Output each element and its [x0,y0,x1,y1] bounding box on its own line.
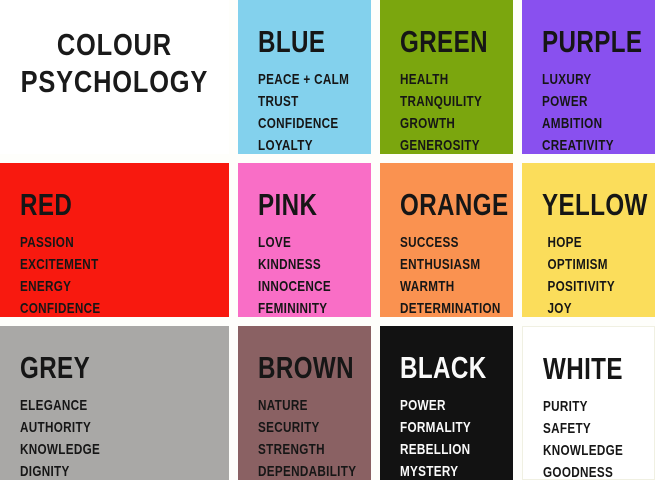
tile-black-traits: POWER FORMALITY REBELLION MYSTERY [400,395,505,480]
trait: LOVE [257,234,291,251]
page-title-line2: PSYCHOLOGY [20,64,209,99]
tile-yellow-title: YELLOW [541,187,648,222]
trait: GOODNESS [542,464,614,480]
trait: PURITY [542,398,588,415]
tile-white-traits: PURITY SAFETY KNOWLEDGE GOODNESS [542,396,646,480]
tile-red: RED PASSION EXCITEMENT ENERGY CONFIDENCE [0,163,229,317]
trait: PEACE + CALM [257,71,349,88]
trait: FORMALITY [399,419,471,436]
tile-red-traits: PASSION EXCITEMENT ENERGY CONFIDENCE [20,232,221,317]
title-card: COLOUR PSYCHOLOGY [0,0,229,154]
trait: KINDNESS [257,256,321,273]
page-title-line1: COLOUR [56,26,172,62]
trait: POSITIVITY [547,278,615,295]
tile-white: WHITE PURITY SAFETY KNOWLEDGE GOODNESS [521,326,655,480]
tile-green: GREEN HEALTH TRANQUILITY GROWTH GENEROSI… [379,0,513,154]
tile-brown-title: BROWN [257,350,354,385]
trait: INNOCENCE [257,278,331,295]
trait: SAFETY [542,420,591,437]
trait: AUTHORITY [20,419,92,436]
trait: TRUST [257,93,299,110]
page-title: COLOUR PSYCHOLOGY [21,26,209,100]
trait: POWER [399,397,446,414]
tile-brown: BROWN NATURE SECURITY STRENGTH DEPENDABI… [237,326,371,480]
tile-blue-traits: PEACE + CALM TRUST CONFIDENCE LOYALTY [258,69,363,154]
trait: STRENGTH [257,441,325,458]
trait: TRANQUILITY [399,93,482,110]
trait: KNOWLEDGE [542,442,624,459]
trait: GROWTH [399,115,456,132]
trait: WARMTH [399,278,455,295]
trait: HOPE [547,234,582,251]
tile-green-traits: HEALTH TRANQUILITY GROWTH GENEROSITY [400,69,505,154]
trait: CONFIDENCE [20,300,101,317]
tile-blue-title: BLUE [257,24,326,59]
trait: ENERGY [20,278,72,295]
tile-orange-traits: SUCCESS ENTHUSIASM WARMTH DETERMINATION [400,232,505,317]
tile-green-title: GREEN [399,24,488,59]
tile-pink-title: PINK [257,187,318,222]
trait: REBELLION [399,441,471,458]
tile-brown-traits: NATURE SECURITY STRENGTH DEPENDABILITY [258,395,363,480]
trait: DIGNITY [20,463,70,480]
trait: LUXURY [541,71,592,88]
trait: OPTIMISM [547,256,608,273]
trait: KNOWLEDGE [20,441,101,458]
trait: POWER [541,93,588,110]
tile-orange-title: ORANGE [399,187,509,222]
tile-yellow-traits: HOPE OPTIMISM POSITIVITY JOY [542,232,647,317]
trait: GENEROSITY [399,137,480,154]
trait: NATURE [257,397,308,414]
trait: CREATIVITY [541,137,614,154]
tile-yellow: YELLOW HOPE OPTIMISM POSITIVITY JOY [521,163,655,317]
tile-pink-traits: LOVE KINDNESS INNOCENCE FEMININITY [258,232,363,317]
trait: PASSION [20,234,74,251]
trait: LOYALTY [257,137,313,154]
trait: JOY [547,300,572,317]
tile-pink: PINK LOVE KINDNESS INNOCENCE FEMININITY [237,163,371,317]
tile-grey: GREY ELEGANCE AUTHORITY KNOWLEDGE DIGNIT… [0,326,229,480]
tile-purple-traits: LUXURY POWER AMBITION CREATIVITY [542,69,647,154]
trait: HEALTH [399,71,449,88]
tile-purple-title: PURPLE [541,24,643,59]
trait: DETERMINATION [399,300,501,317]
tile-red-title: RED [20,187,73,222]
trait: CONFIDENCE [257,115,339,132]
trait: ENTHUSIASM [399,256,481,273]
tile-grey-traits: ELEGANCE AUTHORITY KNOWLEDGE DIGNITY [20,395,221,480]
trait: FEMININITY [257,300,328,317]
trait: DEPENDABILITY [257,463,357,480]
tile-black-title: BLACK [399,350,487,385]
tile-purple: PURPLE LUXURY POWER AMBITION CREATIVITY [521,0,655,154]
tile-blue: BLUE PEACE + CALM TRUST CONFIDENCE LOYAL… [237,0,371,154]
tile-orange: ORANGE SUCCESS ENTHUSIASM WARMTH DETERMI… [379,163,513,317]
tile-black: BLACK POWER FORMALITY REBELLION MYSTERY [379,326,513,480]
trait: MYSTERY [399,463,459,480]
tile-white-title: WHITE [542,351,623,386]
trait: EXCITEMENT [20,256,99,273]
trait: SUCCESS [399,234,459,251]
trait: AMBITION [541,115,603,132]
trait: ELEGANCE [20,397,88,414]
trait: SECURITY [257,419,320,436]
tile-grey-title: GREY [20,350,91,385]
